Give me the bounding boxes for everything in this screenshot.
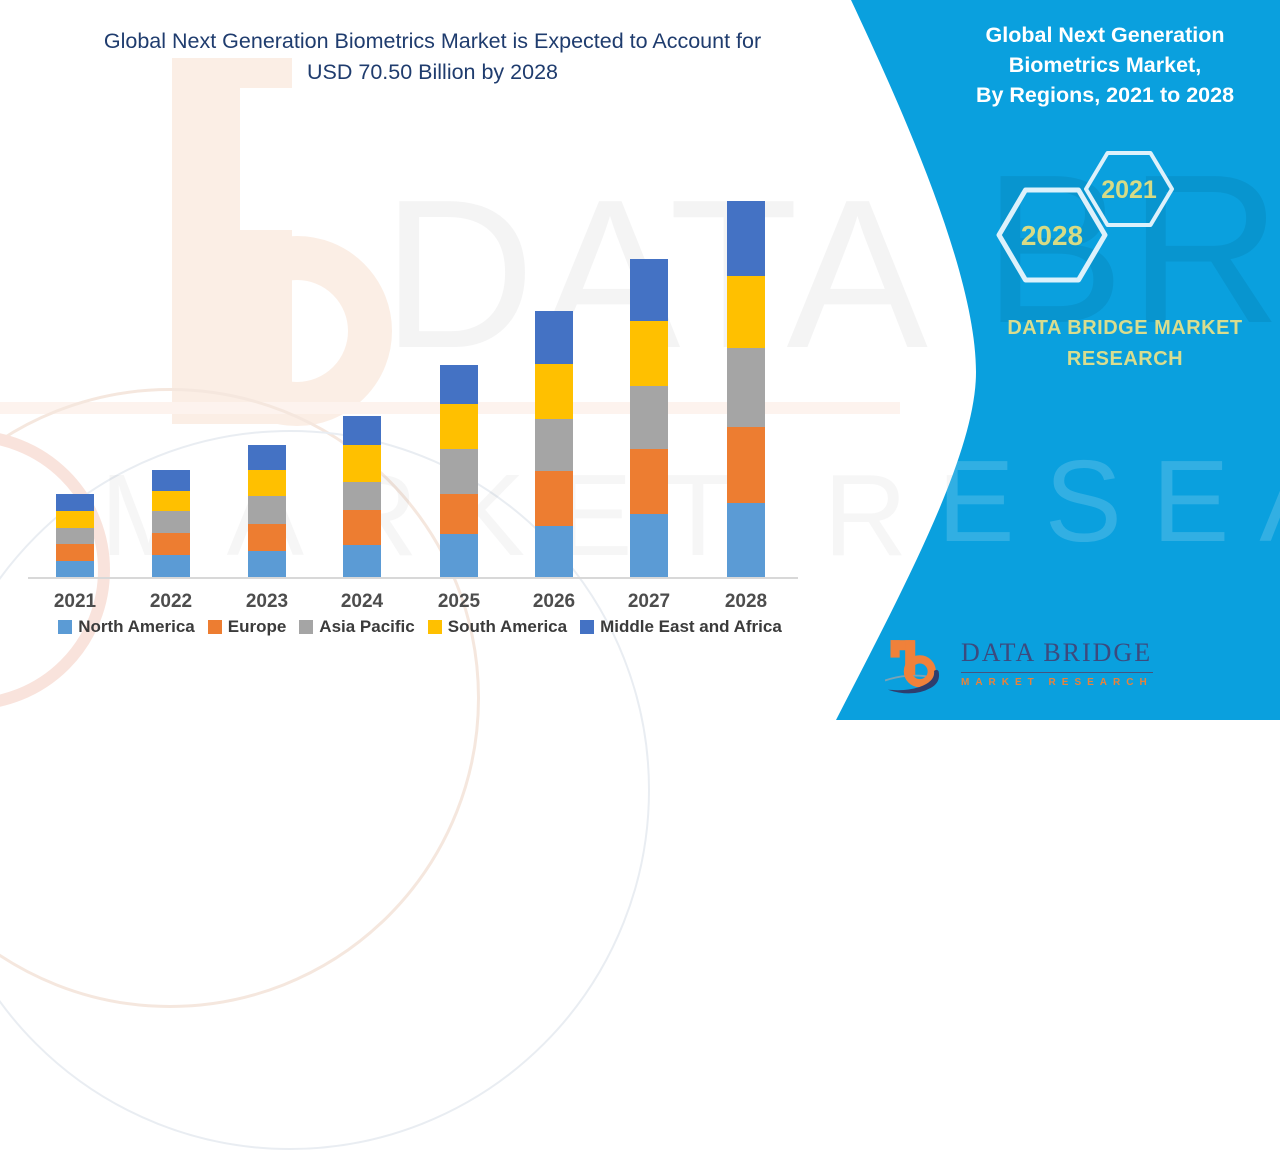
bar-segment-south-america <box>56 511 94 529</box>
bar-segment-north-america <box>727 502 765 578</box>
sidebar-watermark-text-line1: DATA BRIDGE <box>382 130 1280 367</box>
x-axis-label-2026: 2026 <box>532 591 576 612</box>
bar-segment-south-america <box>630 320 668 386</box>
bar-segment-europe <box>152 533 190 556</box>
sidebar-watermark-text-line2: MARKET RESEARCH <box>100 436 1280 566</box>
x-axis-label-2021: 2021 <box>53 591 97 612</box>
chart-legend: North America Europe Asia Pacific South Ame… <box>25 617 815 637</box>
legend-swatch-icon <box>580 620 595 634</box>
legend-item-asia-pacific: Asia Pacific <box>299 617 415 637</box>
legend-label: Europe <box>227 617 287 636</box>
bar-segment-middle-east-and-africa <box>152 470 190 491</box>
bar-segment-asia-pacific <box>343 481 381 510</box>
bar-segment-asia-pacific <box>248 496 286 524</box>
bar-segment-middle-east-and-africa <box>440 365 478 404</box>
legend-swatch-icon <box>207 620 222 634</box>
bar-segment-europe <box>56 543 94 561</box>
x-axis-line <box>28 577 798 579</box>
chart-title: Global Next Generation Biometrics Market… <box>15 26 850 88</box>
bar-segment-middle-east-and-africa <box>248 445 286 471</box>
bar-segment-asia-pacific <box>535 418 573 471</box>
legend-label: Asia Pacific <box>319 617 415 636</box>
x-axis-label-2025: 2025 <box>437 591 481 612</box>
x-axis-label-2024: 2024 <box>340 591 384 612</box>
legend-swatch-icon <box>58 620 73 634</box>
bar-segment-north-america <box>248 550 286 577</box>
bar-segment-north-america <box>152 555 190 577</box>
bar-segment-middle-east-and-africa <box>630 259 668 321</box>
bar-segment-north-america <box>343 545 381 577</box>
legend-item-europe: Europe <box>207 617 287 637</box>
chart-title-line2: USD 70.50 Billion by 2028 <box>307 60 558 84</box>
x-axis-label-2028: 2028 <box>724 591 768 612</box>
bar-segment-europe <box>248 523 286 551</box>
bar-segment-south-america <box>727 276 765 349</box>
bar-segment-asia-pacific <box>152 511 190 534</box>
chart-title-line1: Global Next Generation Biometrics Market… <box>103 29 762 53</box>
bar-segment-asia-pacific <box>440 448 478 494</box>
bar-segment-europe <box>727 427 765 503</box>
stacked-bar-2028 <box>727 201 765 578</box>
x-axis-label-2023: 2023 <box>245 591 289 612</box>
legend-item-middle-east-and-africa: Middle East and Africa <box>580 617 782 637</box>
stacked-bar-2026 <box>535 311 573 577</box>
stacked-bar-2022 <box>152 470 190 577</box>
bar-segment-europe <box>440 493 478 534</box>
bar-segment-middle-east-and-africa <box>535 311 573 364</box>
bar-segment-north-america <box>440 533 478 577</box>
bar-segment-europe <box>535 470 573 526</box>
legend-swatch-icon <box>427 620 442 634</box>
stacked-bar-2021 <box>56 494 94 578</box>
bar-segment-north-america <box>56 560 94 578</box>
stacked-bar-2025 <box>440 365 478 577</box>
legend-label: Middle East and Africa <box>600 617 782 636</box>
bar-segment-south-america <box>152 490 190 512</box>
bar-segment-middle-east-and-africa <box>56 494 94 512</box>
bar-segment-asia-pacific <box>56 528 94 544</box>
bar-segment-europe <box>343 509 381 545</box>
sidebar-panel: DATA BRIDGE MARKET RESEARCH <box>100 0 1280 720</box>
bar-segment-middle-east-and-africa <box>727 201 765 277</box>
legend-swatch-icon <box>299 620 314 634</box>
bar-segment-south-america <box>248 470 286 497</box>
stacked-bar-2023 <box>248 445 286 577</box>
bar-segment-north-america <box>535 525 573 577</box>
x-axis-label-2022: 2022 <box>149 591 193 612</box>
bar-segment-south-america <box>343 444 381 482</box>
